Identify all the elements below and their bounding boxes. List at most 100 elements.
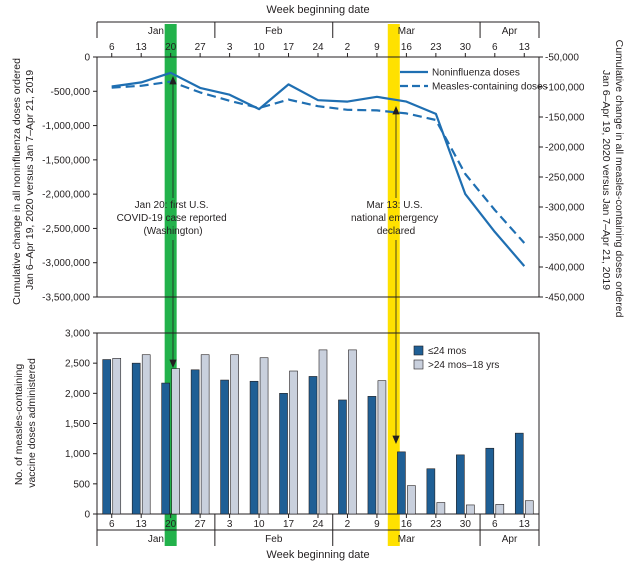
line-right-axis-title: Cumulative change in all measles-contain…: [600, 40, 625, 321]
bottom-day-tick-label: 3: [227, 519, 233, 530]
bar-legend: ≤24 mos >24 mos–18 yrs: [413, 345, 499, 371]
bar-old: [112, 358, 122, 515]
bar-old: [377, 380, 387, 515]
bar-young: [161, 382, 170, 515]
line-left-tick-label: -2,000,000: [42, 190, 90, 201]
mar13-annotation-line-3: declared: [377, 226, 415, 237]
top-day-tick-label: 30: [460, 42, 472, 53]
legend-young-swatch: [413, 345, 424, 356]
bottom-day-tick-label: 10: [254, 519, 266, 530]
bar-old: [466, 504, 475, 515]
jan20-arrowhead-up: [169, 75, 177, 85]
bar-old: [200, 354, 210, 515]
bar-left-tick-label: 2,000: [65, 389, 90, 400]
bar-young: [338, 399, 347, 515]
legend-measles-label: Measles-containing doses: [432, 82, 548, 93]
bar-young: [397, 451, 406, 515]
mar13-annotation-line-2: national emergency: [351, 213, 438, 224]
mar13-arrowhead-down: [392, 435, 400, 445]
bar-axis-title-line-2: vaccine doses administered: [26, 358, 38, 488]
line-left-axis-title-line-1: Cumulative change in all noninfluenza do…: [11, 58, 23, 305]
top-month-label: Feb: [265, 26, 283, 37]
bottom-day-tick-label: 9: [374, 519, 380, 530]
line-right-tick-label: -350,000: [545, 233, 585, 244]
legend-old-label: >24 mos–18 yrs: [428, 360, 499, 371]
top-day-tick-label: 16: [401, 42, 413, 53]
bar-axis-title-line-1: No. of measles-containing: [13, 364, 25, 486]
legend-noninfluenza-label: Noninfluenza doses: [432, 68, 520, 79]
bottom-day-tick-label: 24: [312, 519, 324, 530]
line-left-axis-title-line-2: Jan 6–Apr 19, 2020 versus Jan 7–Apr 21, …: [24, 70, 36, 290]
jan20-annotation-line-2: COVID-19 case reported: [117, 213, 227, 224]
bar-old: [436, 502, 446, 515]
bar-young: [367, 396, 377, 515]
top-day-tick-label: 17: [283, 42, 295, 53]
top-day-tick-label: 2: [345, 42, 351, 53]
top-axis-title: Week beginning date: [266, 4, 369, 16]
line-right-tick-label: -100,000: [545, 83, 585, 94]
bottom-month-label: Feb: [265, 534, 283, 545]
bar-young: [426, 468, 436, 515]
bar-old: [407, 485, 416, 515]
top-day-tick-label: 27: [195, 42, 207, 53]
line-right-axis-title-line-2: Jan 6–Apr 19, 2020 versus Jan 7–Apr 21, …: [600, 70, 612, 290]
bar-old: [171, 368, 180, 515]
bottom-day-tick-label: 23: [430, 519, 442, 530]
bottom-day-tick-label: 20: [165, 519, 177, 530]
bottom-month-label: Apr: [502, 534, 518, 545]
top-day-tick-label: 10: [254, 42, 266, 53]
top-day-tick-label: 13: [519, 42, 531, 53]
bar-young: [279, 393, 288, 515]
bar-young: [308, 376, 318, 515]
bottom-day-tick-label: 13: [136, 519, 148, 530]
line-left-tick-label: -500,000: [51, 87, 91, 98]
bar-old: [230, 354, 239, 515]
line-right-axis: -50,000 -100,000 -150,000 -200,000 -250,000 -…: [539, 53, 585, 304]
line-left-tick-label: -1,500,000: [42, 155, 90, 166]
bar-left-axis: 0 500 1,000 1,500 2,000 2,500 3,000: [65, 329, 97, 521]
mar13-arrowhead-up: [392, 105, 400, 115]
jan20-annotation: Jan 20: first U.S. COVID-19 case reporte…: [117, 200, 230, 237]
top-day-tick-label: 24: [312, 42, 324, 53]
bar-young: [131, 362, 141, 515]
bar-old: [495, 504, 505, 515]
bar-left-tick-label: 500: [73, 479, 90, 490]
line-right-tick-label: -300,000: [545, 203, 585, 214]
bar-left-tick-label: 2,500: [65, 359, 90, 370]
bar-old: [318, 349, 328, 515]
line-right-tick-label: -50,000: [545, 53, 579, 64]
bar-old: [348, 349, 357, 515]
top-day-tick-label: 9: [374, 42, 380, 53]
top-day-tick-label: 13: [136, 42, 148, 53]
mar13-highlight-band: [387, 24, 400, 546]
legend-young-label: ≤24 mos: [428, 346, 466, 357]
bottom-day-tick-label: 6: [109, 519, 115, 530]
bar-old: [259, 357, 269, 515]
legend-old-swatch: [413, 359, 424, 370]
line-panel-frame: [96, 56, 540, 298]
bar-old: [289, 370, 298, 515]
top-month-axis: Jan Feb Mar Apr 6 13 20 27 3 10 17 24 2 9 16 23 30 6 13: [96, 21, 540, 57]
bar-young: [456, 454, 465, 515]
jan20-arrowhead-down: [169, 359, 177, 369]
top-month-label: Jan: [148, 26, 164, 37]
bar-axis-title: No. of measles-containing vaccine doses …: [13, 358, 38, 488]
line-right-tick-label: -150,000: [545, 113, 585, 124]
bottom-day-tick-label: 6: [492, 519, 498, 530]
bar-left-tick-label: 3,000: [65, 329, 90, 340]
jan20-annotation-line-1: Jan 20: first U.S.: [135, 200, 209, 211]
mar13-annotation: Mar 13: U.S. national emergency declared: [351, 200, 441, 237]
bar-left-tick-label: 0: [84, 510, 90, 521]
top-day-tick-label: 20: [165, 42, 177, 53]
line-left-tick-label: -3,500,000: [42, 293, 90, 304]
top-day-tick-label: 3: [227, 42, 233, 53]
top-day-tick-label: 23: [430, 42, 442, 53]
bar-young: [485, 447, 495, 515]
top-day-tick-label: 6: [492, 42, 498, 53]
bottom-day-tick-label: 16: [401, 519, 413, 530]
bar-old: [524, 500, 534, 515]
line-left-axis: 0 -500,000 -1,000,000 -1,500,000 -2,000,000 -…: [42, 53, 97, 304]
bar-young: [102, 359, 112, 515]
